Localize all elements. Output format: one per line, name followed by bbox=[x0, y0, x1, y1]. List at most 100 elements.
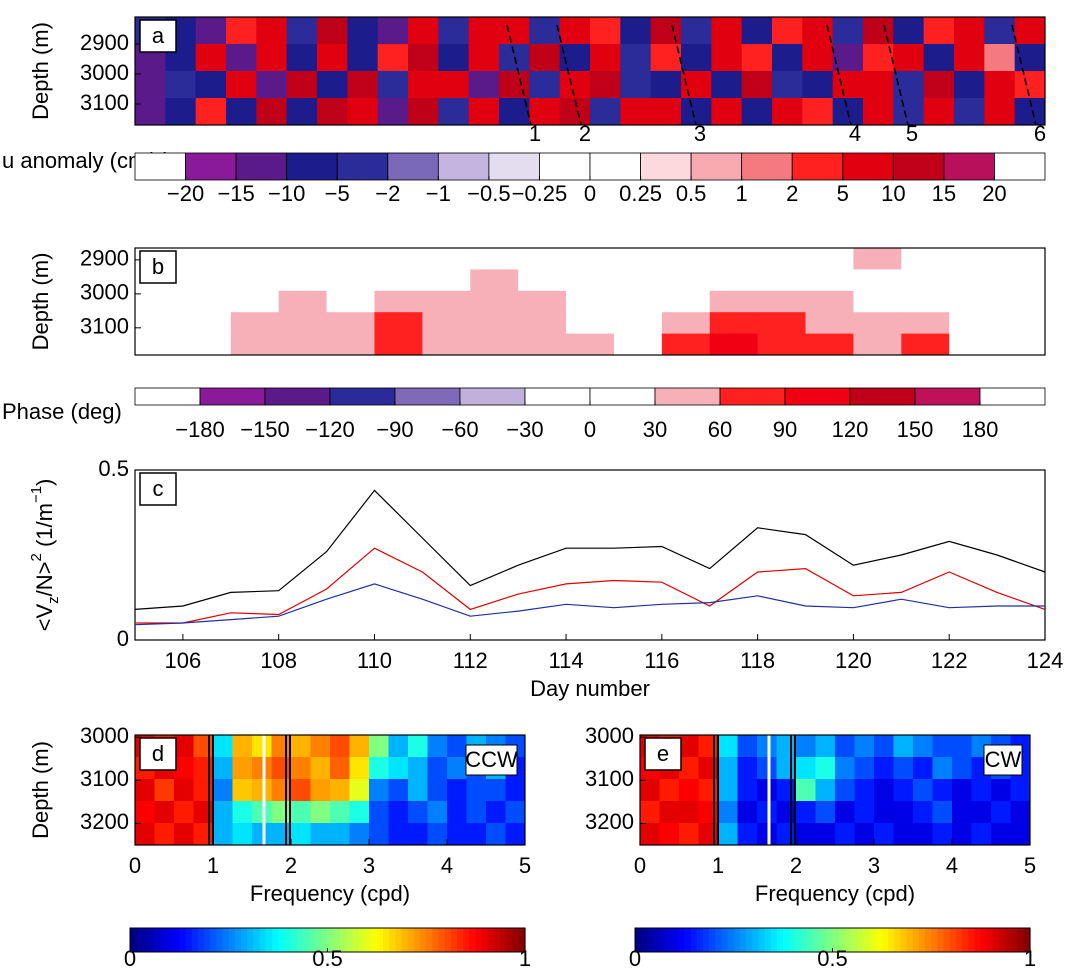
colorbar-step bbox=[1017, 928, 1025, 952]
heatmap-cell bbox=[317, 17, 348, 45]
colorbar-step bbox=[888, 928, 895, 952]
inset-label: CW bbox=[985, 747, 1022, 772]
heatmap-cell bbox=[776, 779, 797, 802]
heatmap-cell bbox=[893, 44, 925, 72]
heatmap-cell bbox=[193, 757, 214, 780]
heatmap-cell bbox=[893, 757, 914, 780]
colorbar-step bbox=[906, 928, 914, 952]
heatmap-cell bbox=[854, 735, 875, 758]
heatmap-cell bbox=[772, 17, 803, 45]
colorbar-box bbox=[235, 152, 288, 181]
heatmap-cell bbox=[377, 71, 409, 99]
colorbar-step bbox=[764, 928, 772, 952]
heatmap-cell bbox=[226, 17, 257, 45]
heatmap-cell bbox=[815, 757, 836, 780]
heatmap-cell bbox=[559, 71, 591, 99]
heatmap-cell bbox=[679, 757, 699, 780]
colorbar-tick-label: −90 bbox=[376, 417, 413, 442]
colorbar-step bbox=[395, 928, 403, 952]
heatmap-cell bbox=[952, 801, 972, 824]
colorbar-step bbox=[333, 928, 341, 952]
x-tick-label: 5 bbox=[1024, 853, 1036, 878]
heatmap-cell bbox=[711, 71, 743, 99]
heatmap-cell bbox=[984, 44, 1016, 72]
colorbar-step bbox=[136, 928, 143, 952]
heatmap-cell bbox=[486, 779, 506, 802]
heatmap-cell bbox=[135, 823, 155, 846]
heatmap-cell bbox=[802, 98, 834, 126]
annotation: 4 bbox=[849, 121, 861, 146]
colorbar-step bbox=[185, 928, 193, 952]
heatmap-cell bbox=[613, 248, 663, 270]
heatmap-cell bbox=[698, 735, 719, 758]
heatmap-cell bbox=[470, 333, 519, 356]
colorbar-box bbox=[488, 152, 540, 181]
colorbar-tick-label: 0.5 bbox=[312, 946, 343, 971]
heatmap-cell bbox=[388, 757, 409, 780]
heatmap-cell bbox=[566, 248, 615, 270]
colorbar-box bbox=[979, 387, 1046, 406]
heatmap-cell bbox=[757, 823, 777, 846]
heatmap-cell bbox=[232, 735, 253, 758]
y-axis-label-part: <V bbox=[32, 604, 57, 632]
heatmap-cell bbox=[679, 735, 699, 758]
colorbar-step bbox=[863, 928, 871, 952]
colorbar-step bbox=[234, 928, 242, 952]
y-axis-label-part: z bbox=[45, 596, 62, 604]
heatmap-cell bbox=[796, 735, 816, 758]
x-tick-label: 106 bbox=[165, 648, 202, 673]
heatmap-cell bbox=[737, 801, 758, 824]
colorbar-step bbox=[746, 928, 753, 952]
heatmap-cell bbox=[835, 735, 855, 758]
heatmap-cell bbox=[698, 823, 719, 846]
heatmap-cell bbox=[659, 823, 680, 846]
heatmap-cell bbox=[529, 44, 561, 72]
heatmap-cell bbox=[438, 71, 470, 99]
heatmap-cell bbox=[291, 735, 311, 758]
heatmap-cell bbox=[195, 44, 227, 72]
heatmap-cell bbox=[949, 248, 998, 270]
colorbar-step bbox=[721, 928, 729, 952]
heatmap-cell bbox=[347, 44, 379, 72]
x-tick-label: 112 bbox=[453, 648, 488, 673]
heatmap-cell bbox=[422, 269, 471, 292]
heatmap-cell bbox=[377, 17, 409, 45]
colorbar-box bbox=[336, 152, 389, 181]
heatmap-cell bbox=[369, 735, 389, 758]
colorbar-step bbox=[925, 928, 932, 952]
colorbar-step bbox=[401, 928, 409, 952]
heatmap-cell bbox=[135, 333, 184, 356]
heatmap-cell bbox=[718, 823, 738, 846]
colorbar-tick-label: −60 bbox=[441, 417, 478, 442]
heatmap-cell bbox=[135, 71, 166, 99]
heatmap-cell bbox=[874, 823, 894, 846]
colorbar-tick-label: −150 bbox=[240, 417, 290, 442]
colorbar-step bbox=[512, 928, 520, 952]
heatmap-cell bbox=[256, 98, 288, 126]
heatmap-cell bbox=[659, 801, 680, 824]
heatmap-cell bbox=[256, 71, 288, 99]
colorbar-step bbox=[1005, 928, 1013, 952]
colorbar-step bbox=[770, 928, 778, 952]
heatmap-cell bbox=[529, 98, 561, 126]
heatmap-cell bbox=[256, 17, 288, 45]
colorbar-step bbox=[475, 928, 483, 952]
heatmap-cell bbox=[932, 823, 953, 846]
colorbar-tick-label: 10 bbox=[881, 181, 905, 206]
heatmap-cell bbox=[330, 757, 350, 780]
heatmap-cell bbox=[165, 98, 197, 126]
colorbar-step bbox=[296, 928, 304, 952]
heatmap-cell bbox=[349, 735, 370, 758]
heatmap-cell bbox=[468, 44, 500, 72]
panel-label-box bbox=[139, 250, 177, 284]
colorbar-step bbox=[364, 928, 372, 952]
x-tick-label: 114 bbox=[549, 648, 584, 673]
colorbar-tick-label: 0 bbox=[124, 946, 136, 971]
heatmap-cell bbox=[438, 44, 470, 72]
colorbar-step bbox=[733, 928, 741, 952]
heatmap-cell bbox=[984, 17, 1016, 45]
colorbar-step bbox=[955, 928, 963, 952]
heatmap-cell bbox=[805, 333, 854, 356]
colorbar-step bbox=[912, 928, 920, 952]
heatmap-cell bbox=[291, 823, 311, 846]
